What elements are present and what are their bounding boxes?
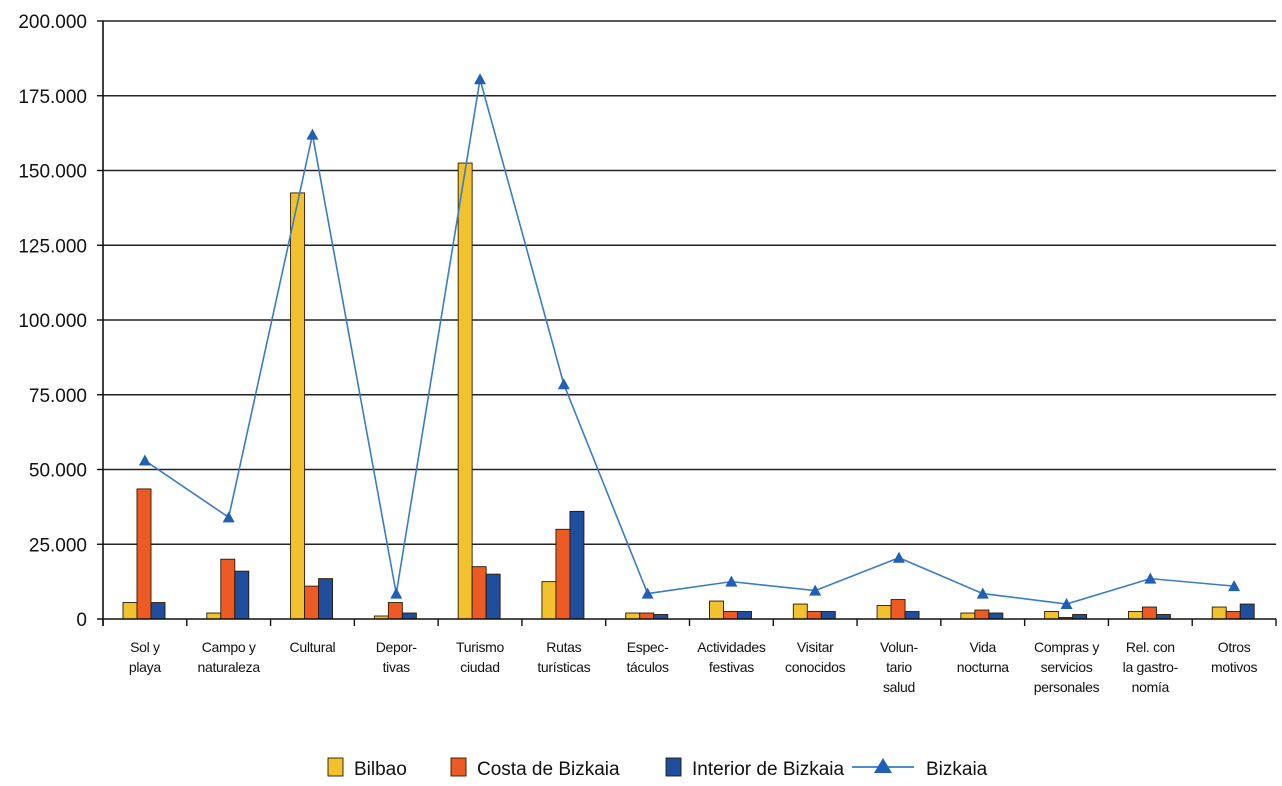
bar-costa-de-bizkaia	[220, 558, 236, 620]
line-point-marker	[1228, 580, 1241, 592]
x-tick-label: Visitar conocidos	[785, 639, 846, 675]
x-tick-label: Rutas turísticas	[537, 639, 590, 675]
bar-interior-de-bizkaia	[820, 611, 836, 620]
legend-label: Costa de Bizkaia	[477, 759, 620, 780]
bar-bilbao	[290, 192, 306, 620]
legend-item-bilbao: Bilbao	[327, 757, 407, 780]
bar-interior-de-bizkaia	[401, 612, 417, 620]
bar-costa-de-bizkaia	[1141, 606, 1157, 620]
x-tick-label: Espec-táculos	[626, 639, 669, 675]
x-tick-label: Rel. con la gastro-nomía	[1123, 639, 1179, 695]
bar-interior-de-bizkaia	[904, 611, 920, 620]
legend-item-costa-de-bizkaia: Costa de Bizkaia	[450, 757, 620, 780]
x-tick-label: Volun-tario salud	[880, 639, 919, 695]
line-point-marker	[725, 575, 738, 587]
bar-bilbao	[1127, 611, 1143, 620]
bar-bilbao	[541, 581, 557, 620]
x-tick-label: Actividades festivas	[697, 639, 766, 675]
y-tick-label: 100.000	[18, 311, 87, 332]
legend-label: Interior de Bizkaia	[692, 759, 845, 780]
line-point-marker	[474, 73, 487, 85]
bar-interior-de-bizkaia	[569, 510, 585, 620]
x-tick-label: Otros motivos	[1211, 639, 1257, 675]
line-point-marker	[390, 587, 403, 599]
bar-bilbao	[792, 603, 808, 620]
x-tick-label: Depor-tivas	[376, 639, 418, 675]
axes	[97, 20, 1277, 626]
y-axis-ticks: 0 25.000 50.000 75.000 100.000 125.000 150.000…	[18, 12, 87, 631]
bar-interior-de-bizkaia	[234, 570, 250, 620]
legend-swatch	[327, 757, 344, 777]
bar-bilbao	[122, 602, 138, 620]
bar-costa-de-bizkaia	[974, 609, 990, 620]
bar-costa-de-bizkaia	[890, 599, 906, 620]
y-tick-label: 200.000	[18, 12, 87, 33]
x-tick-label: Campo y naturaleza	[197, 639, 260, 675]
y-tick-label: 125.000	[18, 236, 87, 257]
x-tick-label: Compras y servicios personales	[1034, 639, 1100, 695]
bizkaia-line	[138, 73, 1241, 610]
bar-costa-de-bizkaia	[723, 611, 738, 620]
x-tick-label: Turismo ciudad	[456, 639, 504, 675]
legend-item-interior-de-bizkaia: Interior de Bizkaia	[665, 757, 845, 780]
line-point-marker	[809, 584, 822, 596]
line-point-marker	[138, 454, 151, 466]
bar-interior-de-bizkaia	[988, 612, 1004, 620]
bar-costa-de-bizkaia	[471, 566, 487, 620]
x-axis-ticks: Sol y playa Campo y naturaleza Cultural Depor…	[129, 639, 1258, 695]
legend-item-bizkaia: Bizkaia	[852, 758, 988, 780]
line-point-marker	[222, 511, 235, 523]
legend: Bilbao Costa de Bizkaia Interior de Bizkai…	[327, 757, 988, 780]
line-point-marker	[1060, 598, 1073, 610]
y-tick-label: 50.000	[29, 461, 87, 482]
bar-costa-de-bizkaia	[1225, 611, 1241, 620]
x-tick-label: Cultural	[290, 639, 336, 655]
bar-interior-de-bizkaia	[737, 611, 752, 620]
bar-bilbao	[960, 612, 976, 620]
bar-costa-de-bizkaia	[806, 611, 822, 620]
legend-label: Bilbao	[354, 759, 407, 780]
y-tick-label: 75.000	[29, 386, 87, 407]
y-tick-label: 175.000	[18, 87, 87, 108]
bar-costa-de-bizkaia	[639, 612, 655, 620]
legend-label: Bizkaia	[926, 759, 988, 780]
bar-bilbao	[625, 612, 641, 620]
bar-costa-de-bizkaia	[304, 585, 320, 620]
x-tick-label: Vida nocturna	[957, 639, 1010, 675]
bar-costa-de-bizkaia	[555, 528, 571, 620]
line-point-marker	[557, 378, 570, 390]
line-point-marker	[306, 128, 319, 140]
bar-bilbao	[1044, 611, 1060, 620]
bar-bilbao	[206, 612, 222, 620]
series-line-bizkaia	[144, 79, 1235, 605]
bar-bilbao	[457, 162, 473, 620]
bars	[122, 162, 1255, 620]
bar-interior-de-bizkaia	[1239, 603, 1255, 620]
line-point-marker	[1144, 572, 1157, 584]
line-point-marker	[892, 551, 905, 563]
line-point-marker	[976, 587, 989, 599]
gridlines	[103, 20, 1276, 545]
y-tick-label: 25.000	[29, 535, 87, 556]
bar-interior-de-bizkaia	[150, 602, 166, 620]
bar-interior-de-bizkaia	[485, 573, 501, 620]
bar-bilbao	[709, 600, 724, 620]
legend-swatch	[450, 757, 467, 777]
y-tick-label: 0	[76, 610, 87, 631]
y-tick-label: 150.000	[18, 162, 87, 183]
bar-costa-de-bizkaia	[136, 488, 152, 620]
bar-bilbao	[876, 605, 892, 620]
bar-costa-de-bizkaia	[387, 602, 403, 620]
bar-interior-de-bizkaia	[318, 578, 334, 620]
legend-swatch	[665, 757, 682, 777]
line-point-marker	[641, 587, 654, 599]
x-tick-label: Sol y playa	[129, 639, 161, 675]
legend-marker	[874, 758, 892, 773]
bar-bilbao	[1211, 606, 1227, 620]
